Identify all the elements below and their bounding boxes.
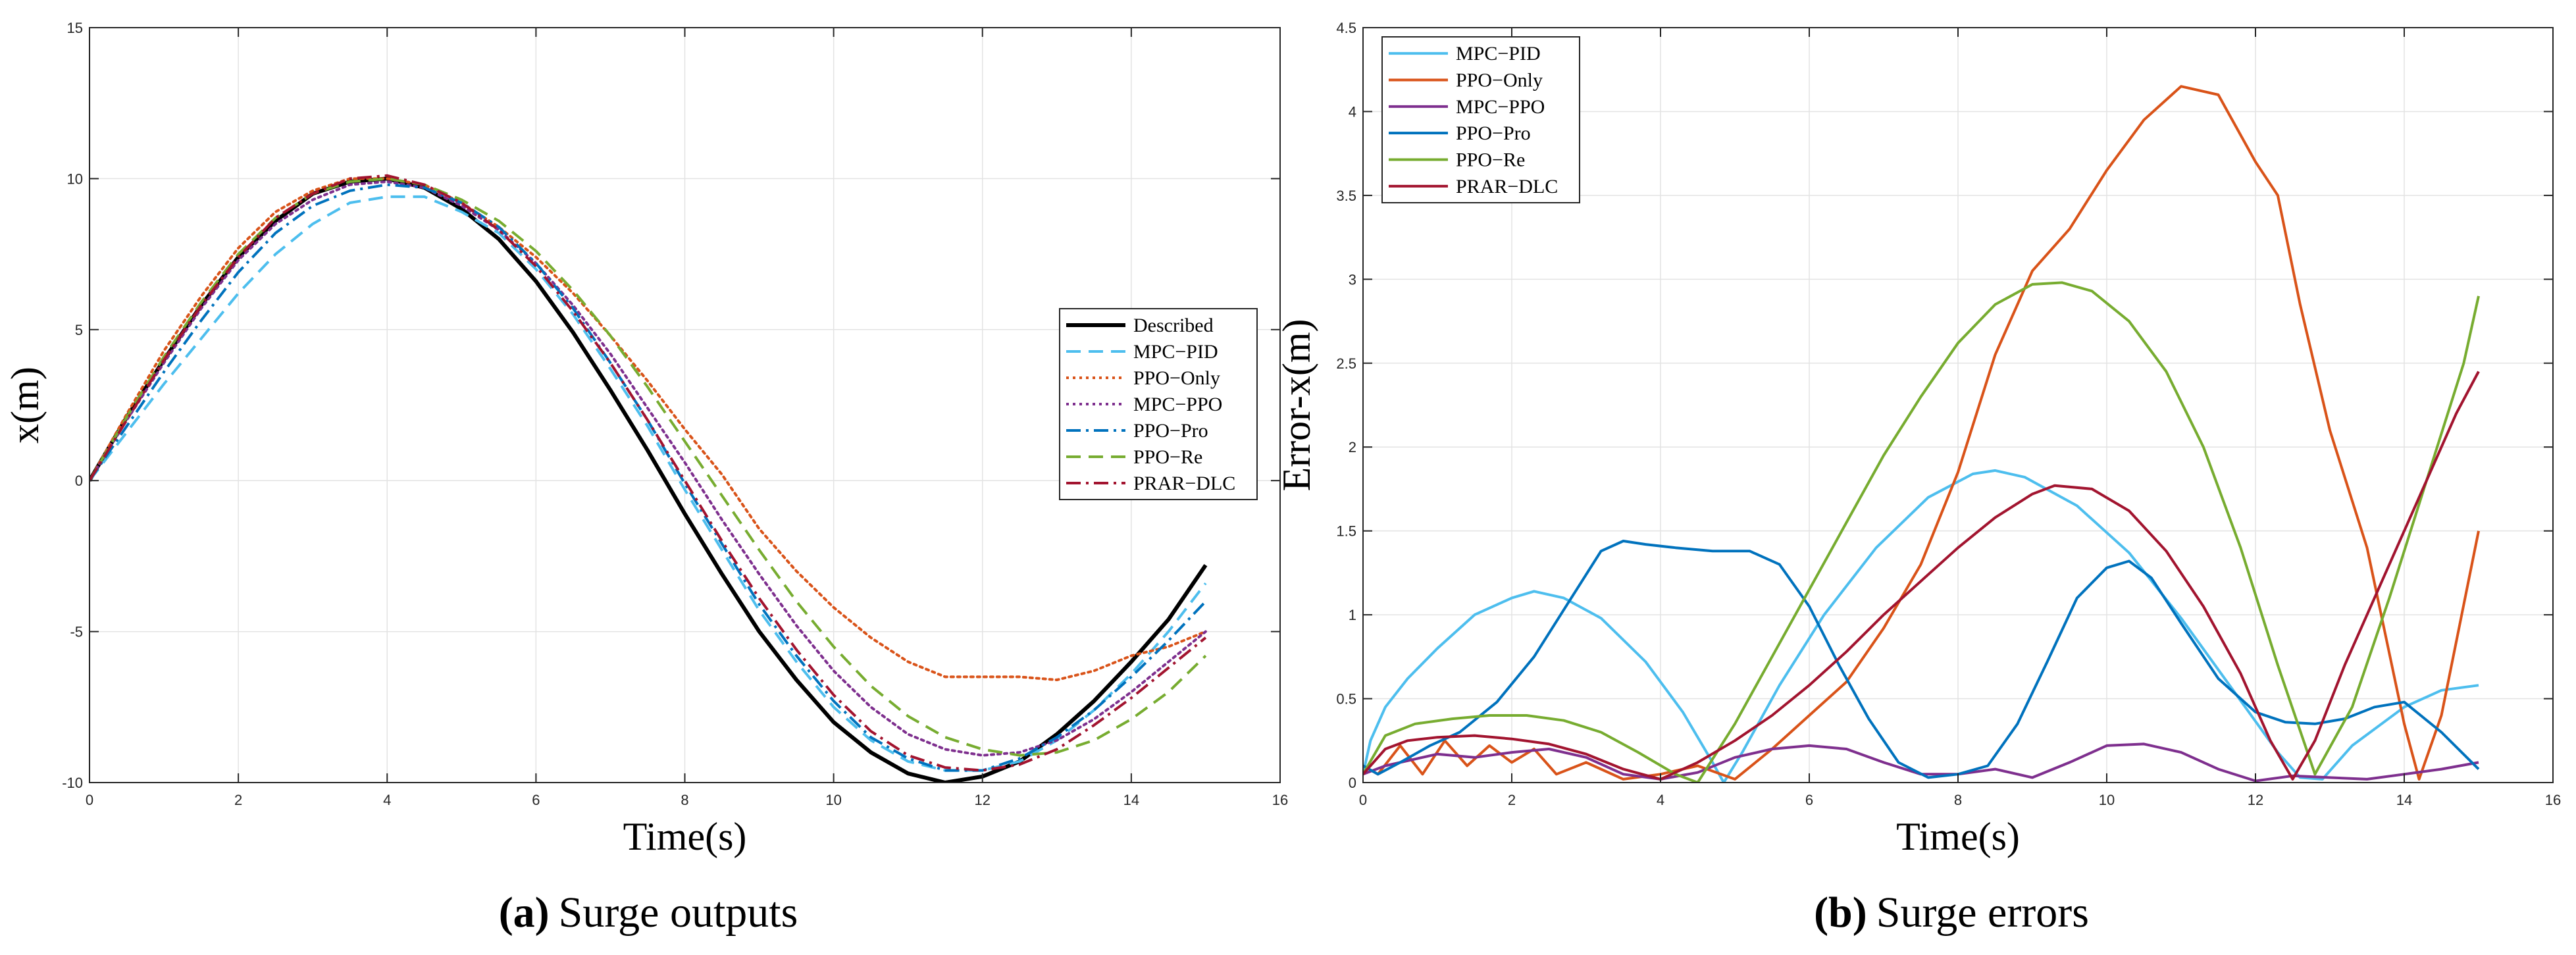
legend-label: PPO−Pro	[1456, 122, 1531, 144]
legend-box	[1381, 36, 1580, 203]
y-tick-label: 0.5	[1336, 691, 1356, 708]
y-tick-label: 2	[1349, 439, 1356, 455]
x-tick-label: 4	[1657, 792, 1664, 808]
x-tick-label: 2	[234, 792, 242, 808]
x-tick-label: 16	[2545, 792, 2561, 808]
x-tick-label: 6	[532, 792, 540, 808]
y-axis-label: Error-x(m)	[1275, 319, 1318, 491]
caption-a: (a) Surge outputs	[499, 889, 798, 937]
series-line-mpc-ppo	[1363, 742, 2479, 783]
x-tick-label: 6	[1805, 792, 1813, 808]
x-tick-label: 12	[2248, 792, 2263, 808]
series-line-ppo-pro	[1363, 540, 2480, 779]
legend-label: MPC−PID	[1133, 341, 1218, 363]
caption-a-text: Surge outputs	[559, 889, 798, 937]
y-tick-label: 3.5	[1336, 188, 1356, 204]
y-tick-label: 0	[1349, 775, 1356, 791]
y-tick-label: 1.5	[1336, 523, 1356, 540]
y-tick-label: 0	[75, 473, 83, 489]
caption-b: (b) Surge errors	[1814, 889, 2089, 937]
y-tick-label: -5	[70, 624, 83, 640]
x-tick-label: 8	[681, 792, 688, 808]
legend: MPC−PID PPO−Only MPC−PPO PPO−Pro PPO−Re PRAR−…	[1381, 36, 1580, 203]
x-axis-label: Time(s)	[623, 815, 747, 858]
x-axis-label: Time(s)	[1896, 815, 2020, 858]
x-tick-label: 0	[86, 792, 93, 808]
legend-label: PRAR−DLC	[1456, 176, 1558, 197]
x-tick-label: 10	[825, 792, 841, 808]
series-line-ppo-pro	[90, 183, 1207, 772]
legend-label: Described	[1133, 315, 1214, 336]
series-line-mpc-pid	[90, 195, 1207, 772]
y-tick-label: 3	[1349, 271, 1356, 288]
y-tick-label: 2.5	[1336, 355, 1356, 372]
legend-label: PRAR−DLC	[1133, 473, 1235, 494]
series-line-ppo-only	[1363, 85, 2480, 781]
series-line-prar-dlc	[90, 174, 1207, 772]
x-tick-label: 2	[1508, 792, 1516, 808]
series-group	[90, 174, 1208, 783]
y-tick-label: -10	[62, 775, 83, 791]
series-line-ppo-re	[1363, 281, 2480, 783]
y-tick-label: 4.5	[1336, 20, 1356, 36]
caption-b-text: Surge errors	[1876, 889, 2089, 937]
y-axis-label: x(m)	[3, 367, 47, 444]
series-line-prar-dlc	[1363, 371, 2480, 781]
x-tick-label: 16	[1272, 792, 1288, 808]
caption-a-letter: (a)	[499, 889, 550, 937]
series-group	[1363, 85, 2480, 783]
legend-label: PPO−Re	[1456, 149, 1525, 171]
y-tick-label: 4	[1349, 103, 1356, 120]
caption-b-letter: (b)	[1814, 889, 1867, 937]
series-line-ppo-only	[90, 177, 1207, 681]
legend-label: MPC−PPO	[1456, 96, 1545, 118]
series-line-mpc-ppo	[90, 180, 1207, 757]
x-tick-label: 10	[2099, 792, 2115, 808]
y-tick-label: 15	[67, 20, 83, 36]
x-tick-label: 8	[1954, 792, 1962, 808]
legend-label: PPO−Pro	[1133, 420, 1208, 442]
legend-label: MPC−PPO	[1133, 394, 1222, 415]
x-tick-label: 14	[1123, 792, 1139, 808]
chart-surge-errors: 0 2 4 6 8 10 12 14 16 0 0.5 1 1.5 2 2.5 3 3.5 4 4.5 Time(s)…	[1275, 20, 2561, 858]
legend-label: PPO−Only	[1133, 367, 1220, 389]
legend: Described MPC−PID PPO−Only MPC−PPO PPO−Pro PP…	[1059, 308, 1258, 500]
y-tick-label: 5	[75, 322, 83, 338]
series-line-ppo-re	[90, 177, 1207, 757]
series-line-mpc-pid	[1363, 469, 2479, 783]
chart-surge-outputs: 0 2 4 6 8 10 12 14 16 -10 -5 0 5 10 15 Time(s) x(m) Descr…	[3, 20, 1288, 858]
x-tick-label: 14	[2396, 792, 2412, 808]
y-tick-label: 1	[1349, 607, 1356, 623]
x-tick-label: 12	[975, 792, 991, 808]
legend-label: PPO−Re	[1133, 446, 1202, 468]
legend-label: PPO−Only	[1456, 70, 1543, 91]
x-tick-label: 0	[1359, 792, 1367, 808]
legend-label: MPC−PID	[1456, 43, 1541, 65]
y-tick-label: 10	[67, 170, 83, 187]
x-tick-label: 4	[383, 792, 391, 808]
